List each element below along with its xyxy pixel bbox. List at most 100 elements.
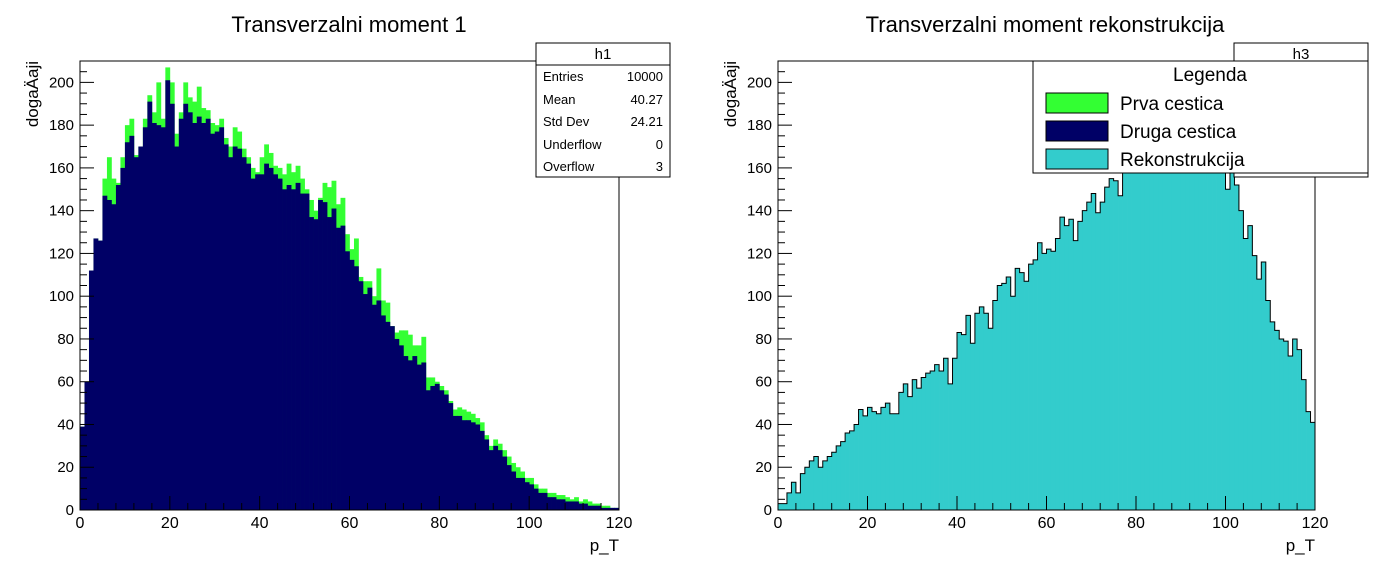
stats-label-underflow: Underflow — [543, 137, 602, 152]
bar-2-83 — [452, 415, 458, 510]
x-tick-label-2: 40 — [251, 515, 269, 532]
y-tick-label-10: 200 — [49, 74, 74, 91]
bar-1-104 — [1243, 238, 1249, 510]
bar-1-36 — [939, 371, 944, 510]
bar-2-4 — [97, 240, 103, 510]
bar-1-51 — [1006, 276, 1012, 510]
stats-value-mean: 40.27 — [630, 92, 663, 107]
bar-1-24 — [885, 403, 891, 510]
bar-1-76 — [1118, 195, 1123, 510]
bar-1-70 — [1091, 193, 1097, 511]
stats-label-overflow: Overflow — [543, 159, 595, 174]
bar-2-91 — [488, 450, 494, 510]
bar-1-108 — [1261, 261, 1267, 510]
bar-1-43 — [970, 343, 976, 510]
bar-1-82 — [1144, 142, 1150, 510]
y-tick-label-10: 200 — [747, 74, 772, 91]
bar-1-107 — [1256, 279, 1262, 510]
bar-2-102 — [538, 492, 543, 510]
bar-2-103 — [542, 492, 548, 510]
bar-1-81 — [1140, 125, 1146, 511]
bar-1-80 — [1136, 161, 1141, 510]
bar-1-88 — [1171, 97, 1177, 510]
bar-2-49 — [300, 193, 305, 511]
x-axis-label-1: p_T — [590, 536, 619, 555]
bar-1-32 — [921, 377, 927, 510]
bar-2-88 — [475, 424, 481, 510]
stats-label-entries: Entries — [543, 69, 584, 84]
bar-1-77 — [1122, 172, 1128, 510]
bar-1-117 — [1301, 379, 1307, 510]
bar-1-33 — [925, 373, 931, 510]
bar-2-14 — [142, 127, 148, 511]
bar-2-92 — [493, 445, 499, 510]
bar-1-45 — [979, 306, 985, 510]
y-tick-label-9: 180 — [747, 117, 772, 134]
bar-1-112 — [1279, 338, 1285, 510]
bar-2-56 — [331, 208, 337, 510]
bar-2-101 — [533, 488, 539, 510]
y-tick-label-5: 100 — [49, 288, 74, 305]
bar-2-23 — [183, 103, 189, 510]
bar-1-8 — [813, 456, 819, 510]
bar-1-47 — [988, 328, 994, 510]
bar-2-36 — [241, 157, 247, 510]
bar-2-25 — [192, 123, 198, 510]
bar-2-40 — [259, 174, 265, 511]
bar-2-22 — [178, 118, 184, 510]
bar-1-67 — [1077, 221, 1083, 510]
bar-1-75 — [1113, 180, 1119, 510]
bar-1-109 — [1265, 300, 1271, 510]
bar-2-81 — [443, 394, 449, 510]
bar-2-114 — [592, 505, 597, 510]
bar-2-27 — [201, 123, 207, 510]
bar-1-65 — [1068, 219, 1074, 510]
bar-2-112 — [583, 503, 588, 510]
x-tick-label-6: 120 — [606, 515, 633, 532]
bar-1-37 — [943, 358, 949, 510]
x-tick-label-0: 0 — [774, 515, 783, 532]
bar-1-50 — [1001, 283, 1007, 510]
bar-1-26 — [894, 413, 900, 510]
chart-title-2: Transverzalni moment rekonstrukcija — [866, 12, 1225, 37]
bar-2-7 — [111, 204, 117, 510]
bar-2-55 — [327, 217, 332, 511]
bar-1-87 — [1167, 120, 1173, 510]
legend-swatch-second — [1045, 120, 1109, 142]
bar-1-11 — [827, 456, 833, 510]
bar-2-59 — [345, 251, 350, 511]
y-axis-label-2: dogaÄaji — [721, 61, 740, 127]
y-tick-label-1: 20 — [57, 459, 74, 476]
bar-2-10 — [124, 142, 130, 510]
bar-1-64 — [1064, 225, 1070, 510]
bar-1-85 — [1158, 127, 1164, 511]
legend-label-first: Prva cestica — [1120, 94, 1224, 115]
bar-1-6 — [804, 467, 810, 510]
bar-1-16 — [849, 430, 855, 510]
bar-2-97 — [515, 477, 521, 510]
bar-2-109 — [569, 501, 575, 510]
axes-2: 0 20 40 60 80 100 120 0 20 40 60 80 100 120 140 160 180 2… — [747, 60, 1328, 532]
bar-1-44 — [974, 313, 980, 510]
bar-1-13 — [836, 445, 841, 510]
stats-name-h1: h1 — [595, 46, 612, 63]
bar-1-86 — [1162, 133, 1168, 510]
bar-2-54 — [322, 202, 328, 510]
bar-1-7 — [809, 460, 815, 510]
bar-1-41 — [961, 334, 967, 510]
bar-1-12 — [831, 452, 837, 510]
bar-1-2 — [786, 492, 792, 510]
bar-1-46 — [983, 313, 989, 510]
legend: Legenda Prva cestica Druga cestica Rekon… — [1032, 60, 1369, 174]
bar-1-40 — [957, 332, 962, 510]
bar-1-89 — [1176, 112, 1182, 511]
bar-2-98 — [520, 477, 526, 510]
bar-1-25 — [889, 413, 895, 510]
bar-2-86 — [466, 420, 472, 510]
y-tick-label-1: 20 — [755, 459, 772, 476]
stats-value-entries: 10000 — [627, 69, 663, 84]
y-tick-label-2: 40 — [755, 416, 772, 433]
y-tick-label-0: 0 — [764, 502, 772, 519]
bar-2-57 — [336, 227, 341, 510]
bar-2-28 — [205, 118, 211, 510]
